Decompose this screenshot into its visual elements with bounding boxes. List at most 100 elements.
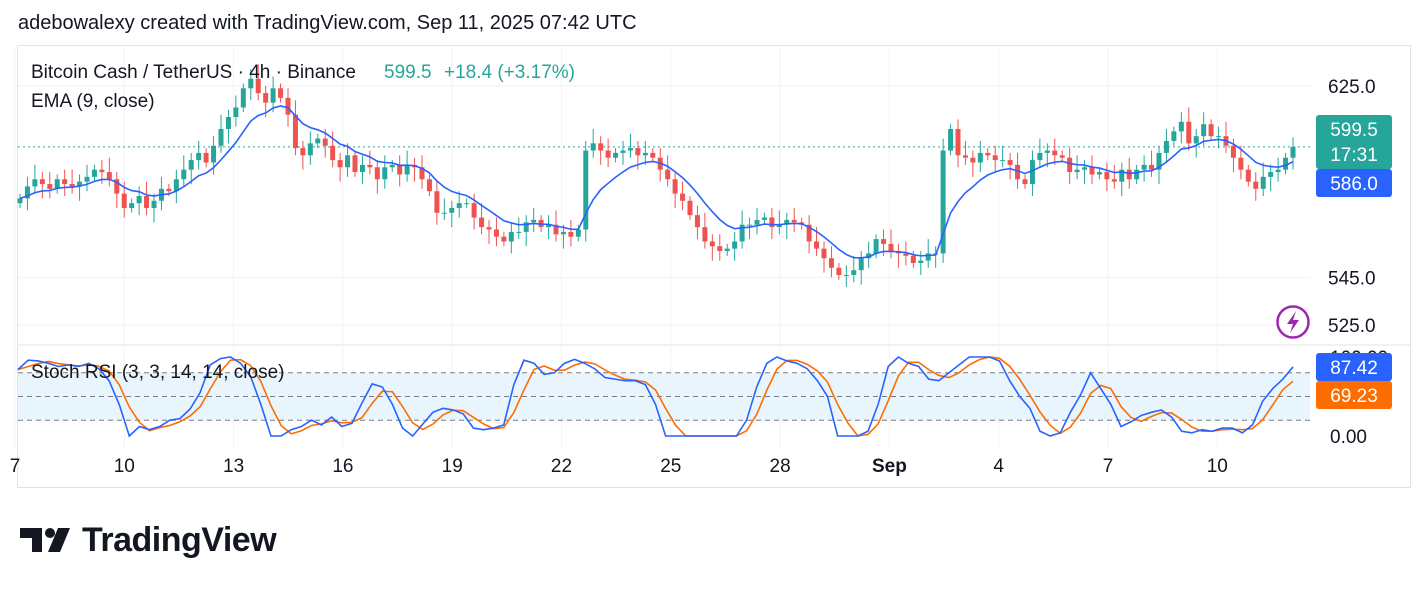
tradingview-logo: TradingView xyxy=(20,520,277,560)
candle-body xyxy=(828,258,834,268)
candle-body xyxy=(516,231,522,233)
legend-change: +18.4 (+3.17%) xyxy=(444,62,575,83)
ema-badge-bg xyxy=(1316,169,1392,197)
candle-body xyxy=(1283,157,1289,170)
price-axis-label: 625.0 xyxy=(1328,77,1376,98)
ema-label: EMA (9, close) xyxy=(31,91,155,112)
candle-body xyxy=(1230,145,1236,158)
candle-body xyxy=(992,155,998,161)
candle-body xyxy=(1119,169,1125,182)
stoch-axis-label: 0.00 xyxy=(1330,427,1367,448)
date-axis-label: 19 xyxy=(442,456,463,477)
candle-body xyxy=(970,157,976,163)
candle-body xyxy=(784,219,790,225)
candle-body xyxy=(739,224,745,242)
candle-body xyxy=(464,203,470,205)
candle-body xyxy=(441,212,447,214)
candle-body xyxy=(114,179,120,194)
candle-body xyxy=(426,179,432,192)
candle-body xyxy=(69,184,75,187)
ema-polyline xyxy=(19,105,1294,259)
candle-body xyxy=(814,241,820,249)
candle-body xyxy=(918,260,924,264)
stoch-k-line xyxy=(17,355,1294,438)
candle-body xyxy=(47,184,53,189)
candle-body xyxy=(144,196,150,208)
candle-body xyxy=(263,93,269,103)
candle-body xyxy=(419,167,425,180)
candle-body xyxy=(553,224,559,235)
candle-body xyxy=(977,152,983,163)
candle-body xyxy=(374,167,380,180)
date-axis-label: 7 xyxy=(10,456,21,477)
symbol-title: Bitcoin Cash / TetherUS · 4h · Binance xyxy=(31,62,356,83)
legend-price: 599.5 xyxy=(384,62,432,83)
candle-body xyxy=(1022,179,1028,185)
candle-body xyxy=(456,203,462,208)
chart-canvas[interactable]: 625.0545.0525.0710131619222528Sep4710100… xyxy=(0,0,1428,500)
candle-body xyxy=(233,107,239,118)
candle-body xyxy=(330,145,336,161)
candle-body xyxy=(687,200,693,216)
candle-body xyxy=(1260,176,1266,189)
stoch-band xyxy=(18,372,1310,421)
candle-body xyxy=(1245,169,1251,182)
candle-body xyxy=(337,160,343,168)
candle-body xyxy=(99,169,105,173)
price-badge-bg xyxy=(1316,115,1392,169)
candle-body xyxy=(389,164,395,168)
candle-body xyxy=(754,219,760,225)
candle-body xyxy=(1037,152,1043,161)
candle-body xyxy=(888,243,894,252)
candle-body xyxy=(769,217,775,228)
candle-body xyxy=(1126,169,1132,180)
candle-body xyxy=(575,229,581,237)
candle-body xyxy=(84,176,90,182)
candle-body xyxy=(1238,157,1244,170)
candle-body xyxy=(315,138,321,144)
candle-body xyxy=(166,188,172,192)
candle-body xyxy=(680,193,686,201)
price-axis-label: 525.0 xyxy=(1328,316,1376,337)
candle-body xyxy=(136,196,142,204)
ema-badge-text: 586.0 xyxy=(1330,174,1378,195)
candle-body xyxy=(211,145,217,163)
candle-body xyxy=(434,191,440,213)
candle-body xyxy=(806,224,812,242)
candle-body xyxy=(62,179,68,185)
candle-body xyxy=(54,179,60,189)
candle-body xyxy=(91,169,97,177)
candle-body xyxy=(873,239,879,254)
candle-body xyxy=(225,117,231,129)
candle-body xyxy=(248,78,254,89)
candle-body xyxy=(568,231,574,237)
candle-body xyxy=(501,236,507,242)
candle-body xyxy=(1015,164,1021,180)
candle-body xyxy=(1007,160,1013,165)
lightning-icon[interactable] xyxy=(1276,305,1310,339)
ema-badge: 586.0 xyxy=(1316,169,1392,197)
tradingview-logo-text: TradingView xyxy=(82,520,277,559)
price-badge: 599.5 17:31 xyxy=(1316,115,1392,169)
candle-body xyxy=(1074,169,1080,173)
candle-body xyxy=(471,203,477,218)
candle-body xyxy=(732,241,738,249)
candle-body xyxy=(1208,124,1214,137)
candle-body xyxy=(106,172,112,180)
candle-body xyxy=(240,88,246,108)
candle-body xyxy=(1059,155,1065,158)
date-axis-label: 10 xyxy=(114,456,135,477)
candle-body xyxy=(397,164,403,175)
candle-body xyxy=(791,219,797,223)
price-axis-label: 545.0 xyxy=(1328,268,1376,289)
chart-frame xyxy=(17,45,1411,488)
candle-body xyxy=(404,164,410,175)
candle-body xyxy=(866,253,872,259)
candle-body xyxy=(173,179,179,192)
candle-body xyxy=(843,274,849,276)
date-axis-label: 7 xyxy=(1103,456,1114,477)
candle-body xyxy=(985,152,991,156)
candle-body xyxy=(776,224,782,228)
candle-body xyxy=(196,152,202,161)
candle-body xyxy=(1082,167,1088,170)
